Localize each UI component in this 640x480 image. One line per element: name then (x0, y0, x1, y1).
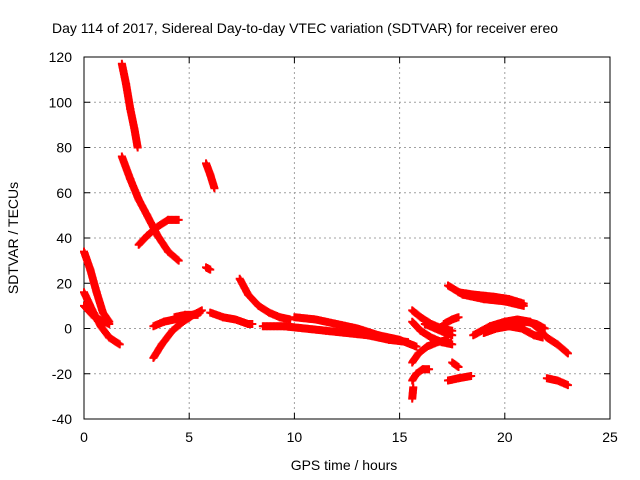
data-point-marker (115, 340, 124, 349)
data-point-marker (563, 381, 572, 390)
series-arc-8 (80, 301, 114, 328)
x-tick-label: 10 (287, 429, 303, 445)
data-point-marker (425, 365, 434, 374)
y-tick-label: 80 (56, 140, 72, 156)
series-arc-6 (80, 247, 114, 326)
x-tick-label: 5 (185, 429, 193, 445)
data-point-marker (448, 326, 457, 335)
chart-title: Day 114 of 2017, Sidereal Day-to-day VTE… (52, 20, 558, 36)
series-arc-2 (117, 152, 183, 265)
data-point-marker (448, 340, 457, 349)
y-tick-label: 0 (64, 321, 72, 337)
data-point-marker (206, 265, 215, 274)
x-tick-label: 15 (392, 429, 408, 445)
series-arc-29 (511, 317, 549, 333)
series-arc-26 (454, 288, 528, 308)
data-point-marker (409, 383, 418, 392)
y-tick-label: -20 (52, 366, 72, 382)
series-arc-12 (206, 308, 257, 328)
y-axis-label: SDTVAR / TECUs (5, 182, 21, 294)
data-point-marker (193, 310, 202, 319)
data-point-marker (467, 372, 476, 381)
series-arc-4 (202, 159, 219, 193)
data-point-marker (563, 349, 572, 358)
data-point-marker (454, 313, 463, 322)
grid (84, 57, 610, 419)
series-arc-17 (408, 365, 434, 385)
series-arc-19 (408, 317, 457, 349)
data-point-marker (538, 333, 547, 342)
x-tick-label: 25 (602, 429, 618, 445)
data-point-marker (540, 324, 549, 333)
data-point-marker (195, 308, 204, 317)
series-arc-16 (408, 383, 418, 403)
series-arc-22 (439, 313, 463, 328)
series-arc-11 (170, 310, 202, 322)
data-point-marker (412, 342, 421, 351)
series-arc-3 (134, 215, 183, 249)
data-point-marker (448, 331, 457, 340)
x-tick-label: 20 (497, 429, 513, 445)
data-point-marker (248, 319, 257, 328)
series-arc-1 (117, 59, 142, 152)
y-tick-label: -40 (52, 411, 72, 427)
data-point-marker (197, 306, 206, 315)
x-axis-ticks: 0 5 10 15 20 25 (80, 57, 618, 445)
y-tick-label: 60 (56, 185, 72, 201)
y-tick-label: 100 (49, 94, 73, 110)
series-arc-15 (290, 313, 421, 351)
data-point-marker (174, 215, 183, 224)
x-axis-label: GPS time / hours (291, 457, 398, 473)
y-tick-label: 40 (56, 230, 72, 246)
data-point-marker (519, 299, 528, 308)
series-arc-30 (542, 374, 572, 390)
series-arc-13 (235, 274, 295, 324)
data-point-marker (174, 256, 183, 265)
data-point-marker (286, 315, 295, 324)
data-point-marker (210, 184, 219, 193)
data-point-marker (105, 319, 114, 328)
data-points (80, 59, 572, 403)
x-tick-label: 0 (80, 429, 88, 445)
y-axis-ticks: -40 -20 0 20 40 60 80 100 120 (49, 49, 610, 427)
series-arc-5 (202, 263, 215, 274)
data-point-marker (454, 362, 463, 371)
series-arc-24 (448, 358, 463, 371)
y-tick-label: 120 (49, 49, 73, 65)
y-tick-label: 20 (56, 275, 72, 291)
series-arc-21 (420, 319, 457, 340)
series-arc-23 (443, 372, 476, 385)
data-point-marker (133, 143, 142, 152)
